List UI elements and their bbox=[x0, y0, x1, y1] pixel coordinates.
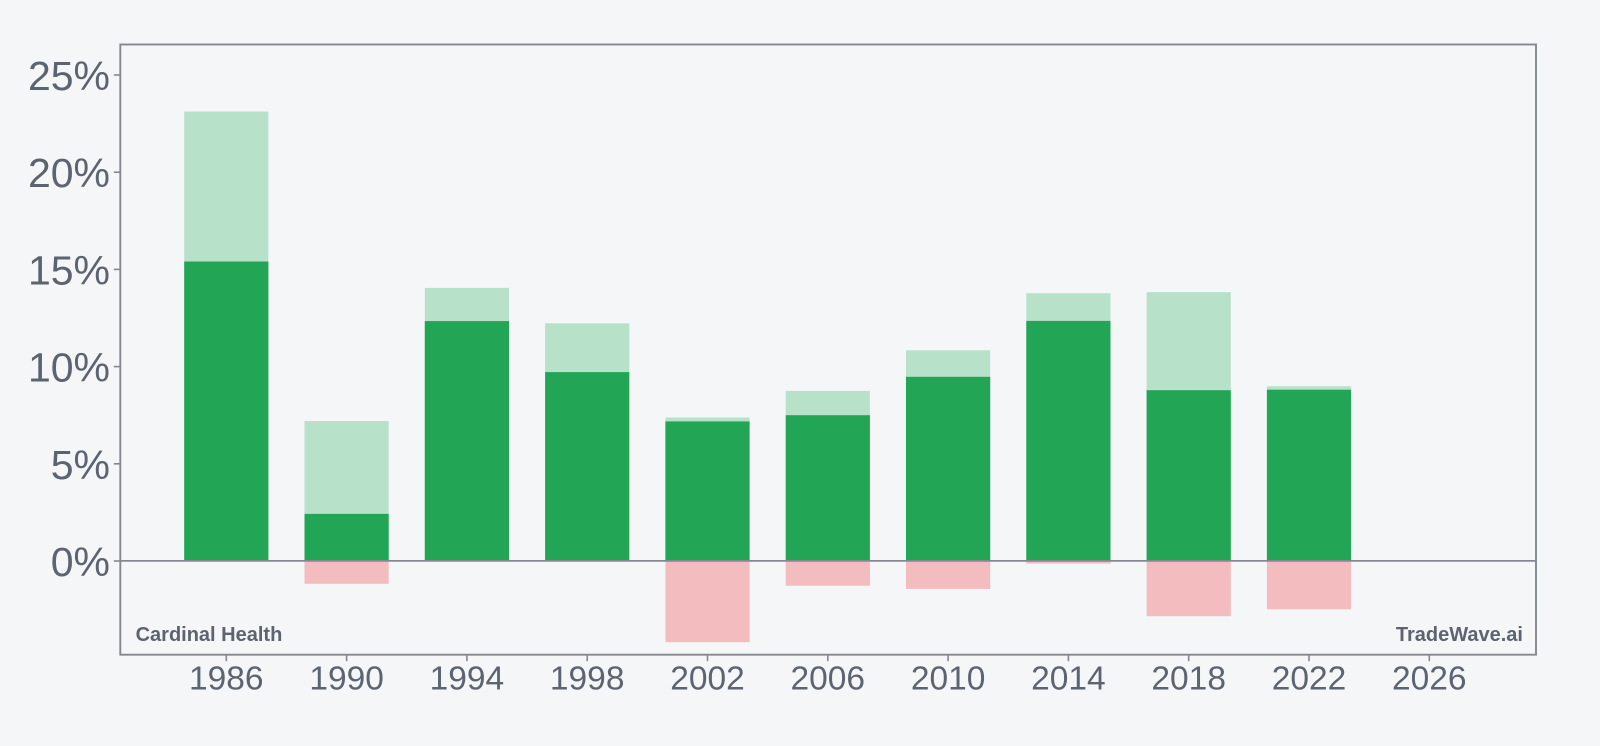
svg-text:20%: 20% bbox=[28, 150, 110, 196]
svg-text:2026: 2026 bbox=[1392, 661, 1467, 698]
svg-text:10%: 10% bbox=[28, 345, 110, 391]
svg-text:Cardinal Health: Cardinal Health bbox=[136, 624, 283, 646]
svg-text:25%: 25% bbox=[28, 53, 110, 99]
svg-text:0%: 0% bbox=[51, 539, 110, 585]
svg-text:1990: 1990 bbox=[309, 661, 384, 698]
svg-text:1998: 1998 bbox=[550, 661, 625, 698]
svg-text:2014: 2014 bbox=[1031, 661, 1106, 698]
svg-text:5%: 5% bbox=[51, 442, 110, 488]
svg-text:TradeWave.ai: TradeWave.ai bbox=[1396, 624, 1523, 646]
svg-text:2018: 2018 bbox=[1151, 661, 1226, 698]
svg-text:2002: 2002 bbox=[670, 661, 745, 698]
svg-text:2006: 2006 bbox=[791, 661, 866, 698]
svg-text:15%: 15% bbox=[28, 247, 110, 293]
svg-text:1994: 1994 bbox=[430, 661, 505, 698]
svg-text:1986: 1986 bbox=[189, 661, 264, 698]
svg-text:2022: 2022 bbox=[1272, 661, 1347, 698]
svg-text:2010: 2010 bbox=[911, 661, 986, 698]
